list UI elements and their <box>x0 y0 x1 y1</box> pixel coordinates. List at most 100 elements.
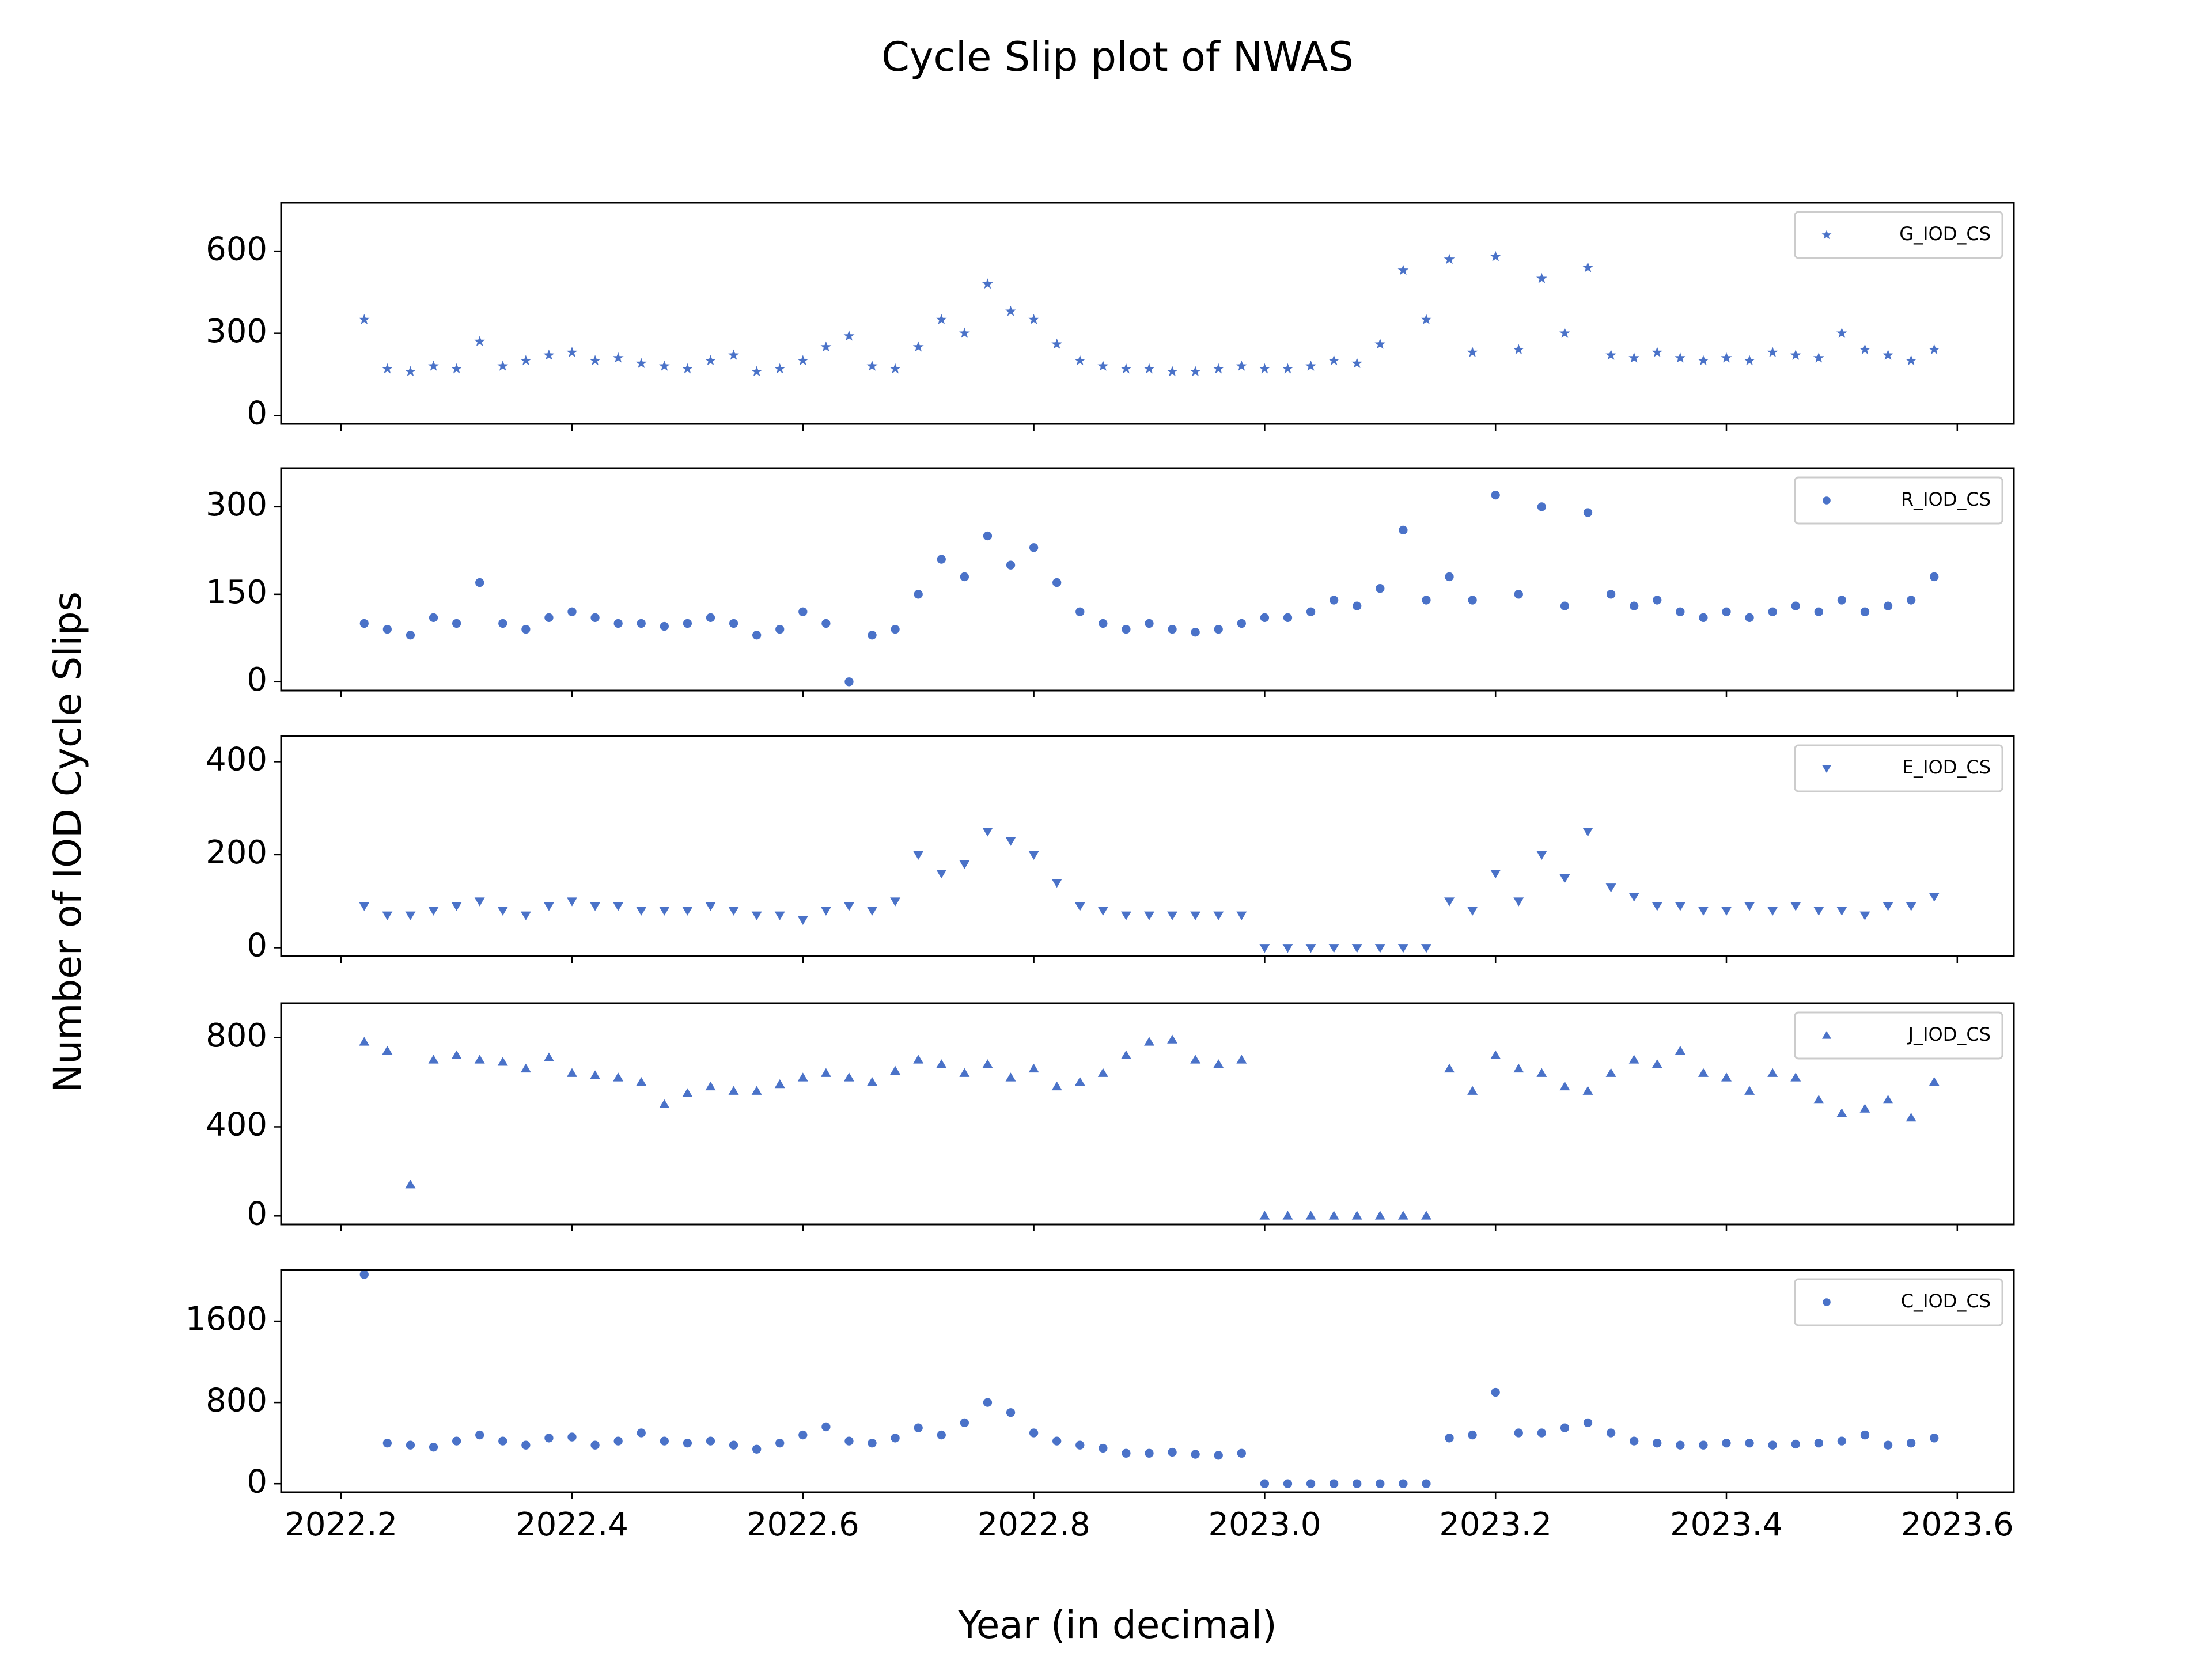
point <box>1260 1479 1270 1488</box>
axes-frame <box>280 1002 2015 1226</box>
point <box>590 902 601 911</box>
point <box>820 341 832 352</box>
point <box>1722 1439 1731 1448</box>
point <box>613 902 624 911</box>
point <box>637 619 646 628</box>
point <box>1029 1428 1039 1438</box>
y-tick-label: 400 <box>206 1106 267 1144</box>
point <box>1097 1068 1108 1077</box>
point <box>382 624 392 634</box>
point <box>1353 601 1362 610</box>
y-tick-label: 0 <box>247 1463 267 1500</box>
point <box>567 1068 578 1077</box>
point <box>1214 624 1223 634</box>
point <box>1329 1479 1339 1488</box>
point <box>382 363 393 374</box>
y-tick-label: 1600 <box>185 1300 267 1338</box>
point <box>1513 897 1524 907</box>
point <box>1191 628 1200 637</box>
point <box>890 1065 901 1075</box>
point <box>1214 1451 1223 1460</box>
y-axis-label: Number of IOD Cycle Slips <box>46 591 90 1093</box>
point <box>520 355 532 366</box>
figure-title: Cycle Slip plot of NWAS <box>881 33 1354 81</box>
point <box>705 355 716 366</box>
point <box>1097 360 1109 371</box>
point <box>1397 944 1408 953</box>
point <box>660 621 669 631</box>
point <box>728 907 739 916</box>
point <box>1560 1423 1570 1432</box>
point <box>1859 911 1870 920</box>
point <box>1075 607 1085 616</box>
point <box>797 916 808 926</box>
point <box>1745 613 1754 623</box>
point <box>1883 902 1893 911</box>
point <box>843 330 855 341</box>
point <box>1536 272 1547 283</box>
point <box>1582 261 1593 272</box>
point <box>683 619 692 628</box>
point <box>936 869 947 879</box>
point <box>428 1055 439 1064</box>
point <box>1514 590 1523 599</box>
point <box>1860 607 1870 616</box>
point <box>774 363 786 374</box>
point <box>1721 907 1732 916</box>
legend-label: C_IOD_CS <box>1901 1290 1991 1312</box>
point <box>1767 347 1778 357</box>
point <box>1653 596 1662 605</box>
point <box>382 911 393 920</box>
point <box>868 1439 877 1448</box>
point <box>590 1070 601 1079</box>
point <box>1583 508 1593 517</box>
point <box>959 860 970 870</box>
point <box>1444 1063 1455 1073</box>
point <box>1930 1434 1939 1443</box>
point <box>1351 944 1362 953</box>
point <box>1722 607 1731 616</box>
point <box>1630 601 1639 610</box>
point <box>1444 253 1455 264</box>
point <box>659 907 670 916</box>
point <box>983 531 993 541</box>
point <box>937 1430 946 1440</box>
point <box>1859 1103 1870 1113</box>
point <box>1491 490 1500 500</box>
point <box>1099 1443 1108 1453</box>
point <box>520 911 531 920</box>
y-tick-label: 0 <box>247 927 267 965</box>
point <box>1028 314 1039 324</box>
point <box>1052 578 1062 587</box>
point <box>1005 1072 1016 1082</box>
point <box>1399 525 1408 535</box>
point <box>1653 1439 1662 1448</box>
point <box>1537 1428 1547 1438</box>
point <box>497 1057 508 1066</box>
point <box>1652 1059 1662 1068</box>
point <box>1559 327 1570 338</box>
point <box>775 1439 785 1448</box>
point <box>682 1088 693 1097</box>
point <box>1559 874 1570 883</box>
point <box>844 677 854 687</box>
point <box>728 349 739 360</box>
point <box>1559 1081 1570 1091</box>
point <box>1836 907 1847 916</box>
point <box>820 907 831 916</box>
point <box>637 1428 646 1438</box>
point <box>1929 1077 1940 1086</box>
point <box>866 360 878 371</box>
point <box>567 607 577 616</box>
point <box>474 897 485 907</box>
point <box>1698 355 1709 366</box>
y-tick-label: 0 <box>247 395 267 432</box>
point <box>1698 1068 1709 1077</box>
point <box>1376 1479 1385 1488</box>
point <box>1906 902 1916 911</box>
point <box>1491 1387 1500 1397</box>
point <box>1283 613 1293 623</box>
point <box>1444 897 1455 907</box>
point <box>1051 879 1062 888</box>
